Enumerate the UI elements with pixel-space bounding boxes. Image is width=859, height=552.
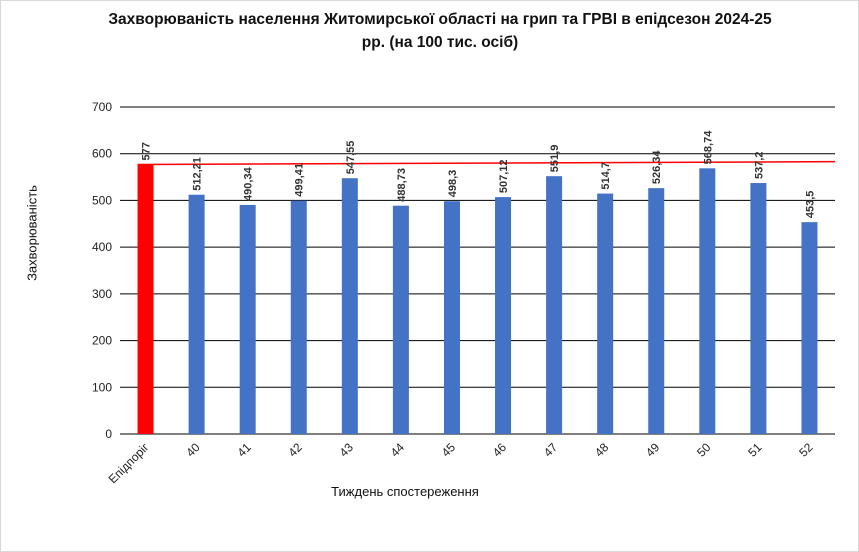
bar [699,168,716,434]
x-tick-label: 41 [234,440,254,460]
x-tick-label: 44 [388,440,408,460]
y-tick-label: 400 [92,240,112,254]
y-tick-label: 0 [105,427,112,441]
chart-title-line1: Захворюваність населення Житомирської об… [108,11,772,28]
x-tick-label: Епідпоріг [106,440,152,486]
data-label: 577 [141,142,153,160]
data-label: 499,41 [294,163,306,197]
threshold-bar [137,164,154,435]
data-label: 507,12 [498,159,510,193]
y-tick-label: 600 [92,147,112,161]
y-tick-label: 100 [92,380,112,394]
y-tick-labels: 0 100 200 300 400 500 600 700 [92,100,112,441]
bar [546,176,563,435]
data-labels: 577 512,21 490,34 499,41 547,55 488,73 498,3 50… [141,130,817,218]
bar [750,183,767,434]
x-tick-label: 43 [337,440,357,460]
bar [648,188,665,434]
data-label: 551,9 [549,145,561,173]
data-label: 547,55 [345,141,357,175]
x-tick-label: 48 [592,440,612,460]
bar [239,204,256,434]
y-tick-label: 500 [92,193,112,207]
x-tick-label: 40 [183,440,203,460]
data-label: 526,34 [651,150,663,185]
bar [495,197,512,434]
bar [443,201,460,434]
data-label: 490,34 [243,166,255,201]
data-label: 488,73 [396,168,408,202]
data-label: 512,21 [192,157,204,191]
chart-title-line2: рр. (на 100 тис. осіб) [361,34,519,51]
x-tick-label: 52 [796,440,816,460]
bar [188,194,205,434]
x-tick-label: 47 [541,440,561,460]
x-tick-label: 46 [490,440,510,460]
bar [290,200,307,434]
bar [801,222,818,434]
data-label: 498,3 [447,170,459,198]
x-tick-label: 50 [694,440,714,460]
threshold-line-group [137,160,836,166]
x-tick-labels: Епідпоріг 40 41 42 43 44 45 46 47 48 49 50 51 52 [106,440,816,486]
data-label: 514,7 [600,162,612,190]
bars [137,164,818,435]
data-label: 453,5 [804,191,816,219]
data-label: 568,74 [702,130,714,165]
y-tick-label: 300 [92,287,112,301]
gridlines [120,106,835,435]
threshold-line [137,160,836,166]
x-tick-label: 42 [286,440,306,460]
x-tick-label: 49 [643,440,663,460]
y-tick-label: 200 [92,334,112,348]
bar [341,178,358,434]
y-tick-label: 700 [92,100,112,114]
bar [392,205,409,434]
x-tick-label: 51 [745,440,765,460]
x-axis-label: Тиждень спостереження [331,484,479,499]
chart-title: Захворюваність населення Житомирської об… [60,8,820,54]
data-label: 537,2 [753,152,765,180]
x-tick-label: 45 [439,440,459,460]
bar [597,193,614,434]
